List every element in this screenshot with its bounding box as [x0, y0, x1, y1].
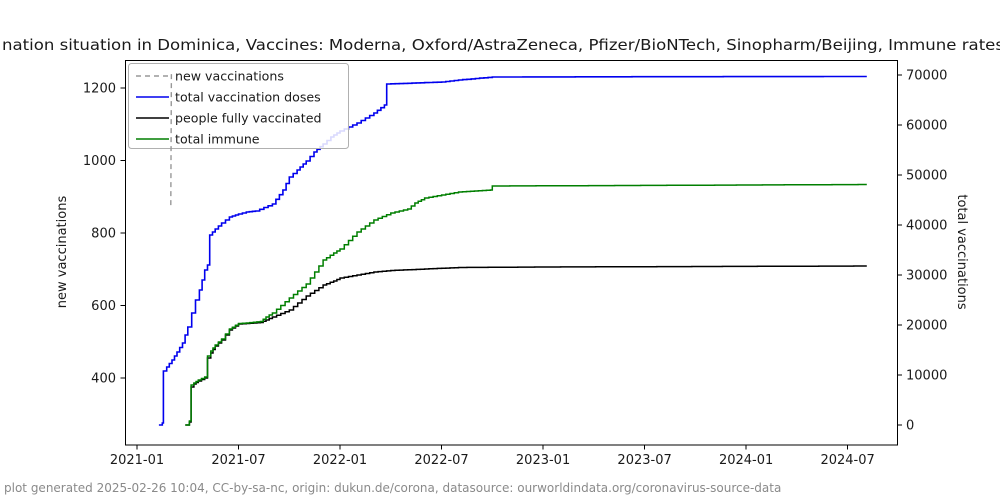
left-axis-label: new vaccinations: [55, 196, 70, 309]
series-people-fully-vaccinated: [185, 265, 867, 426]
right-tick-label: 0: [906, 419, 914, 434]
x-tick-label: 2024-07: [820, 453, 874, 468]
legend-label-people-fully-vaccinated: people fully vaccinated: [175, 111, 321, 126]
right-tick-label: 50000: [906, 169, 947, 184]
series-total-vaccination-doses: [158, 75, 867, 426]
left-tick-label: 1200: [83, 82, 116, 97]
left-tick-label: 600: [91, 299, 116, 314]
x-tick-label: 2023-07: [617, 453, 671, 468]
x-tick-label: 2022-07: [414, 453, 468, 468]
chart-title: nation situation in Dominica, Vaccines: …: [2, 36, 1000, 54]
series-total-immune: [185, 183, 867, 426]
overlay-series: [170, 72, 173, 206]
x-tick-label: 2021-01: [110, 453, 164, 468]
left-tick-label: 800: [91, 227, 116, 242]
legend-label-new-vaccinations: new vaccinations: [175, 69, 284, 84]
plot-frame: [125, 60, 898, 446]
right-tick-label: 40000: [906, 219, 947, 234]
right-tick-label: 60000: [906, 119, 947, 134]
x-tick-label: 2021-07: [211, 453, 265, 468]
right-tick-label: 70000: [906, 69, 947, 84]
x-tick-label: 2022-01: [313, 453, 367, 468]
x-tick-label: 2024-01: [719, 453, 773, 468]
legend-box: [128, 63, 349, 149]
right-tick-label: 10000: [906, 369, 947, 384]
right-axis-label: total vaccinations: [954, 194, 969, 310]
legend: new vaccinations total vaccination doses p…: [128, 63, 349, 149]
left-tick-label: 1000: [83, 154, 116, 169]
series-lines: [158, 75, 867, 426]
legend-label-total-vaccination-doses: total vaccination doses: [175, 90, 321, 105]
legend-label-total-immune: total immune: [175, 132, 260, 147]
footer-credit: plot generated 2025-02-26 10:04, CC-by-s…: [4, 481, 781, 495]
left-tick-label: 400: [91, 372, 116, 387]
x-tick-label: 2023-01: [516, 453, 570, 468]
series-new-vaccinations: [170, 72, 173, 206]
right-tick-label: 20000: [906, 319, 947, 334]
right-tick-label: 30000: [906, 269, 947, 284]
axis-ticks: 2021-01 2021-07 2022-01 2022-07 2023-01 2023-…: [83, 69, 947, 469]
